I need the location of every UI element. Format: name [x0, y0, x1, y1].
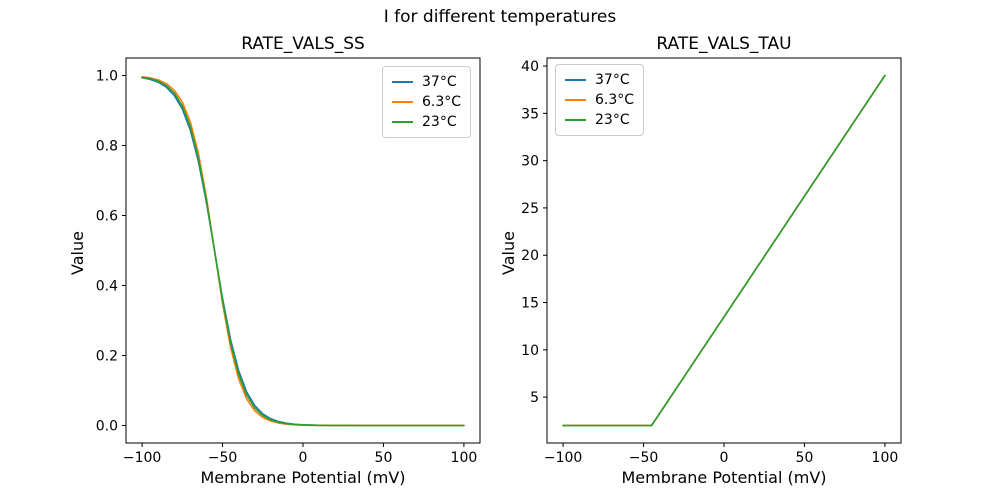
x-tick-label: −50: [208, 450, 238, 466]
y-tick-label: 0.4: [96, 279, 118, 295]
x-tick-label: 50: [375, 450, 393, 466]
x-tick-label: 100: [872, 450, 899, 466]
y-axis-label-right: Value: [499, 231, 518, 275]
x-tick-label: −50: [629, 450, 659, 466]
y-tick-label: 0.0: [96, 419, 118, 435]
x-tick-label: 0: [299, 450, 308, 466]
legend-label: 6.3°C: [422, 94, 462, 110]
legend-line-sample: [565, 119, 586, 121]
subplot-title-rate-vals-ss: RATE_VALS_SS: [241, 34, 365, 54]
y-tick-label: 10: [521, 343, 539, 359]
legend-label: 37°C: [595, 72, 630, 88]
x-tick-label: −100: [544, 450, 582, 466]
y-tick-label: 1.0: [96, 69, 118, 85]
legend-line-sample: [392, 101, 413, 103]
legend: 37°C 6.3°C 23°C: [555, 64, 645, 136]
legend-label: 23°C: [422, 114, 457, 130]
y-tick-label: 0.8: [96, 139, 118, 155]
y-tick-label: 0.2: [96, 349, 118, 365]
y-tick-label: 15: [521, 296, 539, 312]
legend-line-sample: [392, 121, 413, 123]
legend-item: 6.3°C: [565, 90, 634, 110]
y-tick-label: 30: [521, 154, 539, 170]
x-tick-label: −100: [123, 450, 161, 466]
x-tick-label: 100: [451, 450, 478, 466]
legend-label: 6.3°C: [595, 92, 635, 108]
y-tick-label: 40: [521, 59, 539, 75]
figure-title: I for different temperatures: [383, 7, 617, 27]
legend-item: 37°C: [392, 72, 461, 92]
y-tick-label: 20: [521, 248, 539, 264]
data-line-23°C: [141, 76, 465, 427]
y-tick-label: 35: [521, 106, 539, 122]
y-tick-label: 25: [521, 201, 539, 217]
subplot-title-rate-vals-tau: RATE_VALS_TAU: [656, 34, 792, 54]
y-tick-label: 0.6: [96, 209, 118, 225]
legend-line-sample: [392, 81, 413, 83]
data-line-23°C: [562, 74, 886, 427]
x-tick-label: 50: [796, 450, 814, 466]
y-axis-label-left: Value: [68, 231, 87, 275]
y-tick-label: 5: [530, 390, 539, 406]
legend-line-sample: [565, 79, 586, 81]
legend-item: 23°C: [565, 110, 634, 130]
legend-line-sample: [565, 99, 586, 101]
x-axis-label-left: Membrane Potential (mV): [200, 468, 406, 487]
legend-label: 23°C: [595, 112, 630, 128]
legend-item: 23°C: [392, 112, 461, 132]
legend: 37°C 6.3°C 23°C: [382, 66, 472, 138]
x-axis-label-right: Membrane Potential (mV): [621, 468, 827, 487]
legend-item: 37°C: [565, 70, 634, 90]
legend-label: 37°C: [422, 74, 457, 90]
legend-item: 6.3°C: [392, 92, 461, 112]
x-tick-label: 0: [720, 450, 729, 466]
